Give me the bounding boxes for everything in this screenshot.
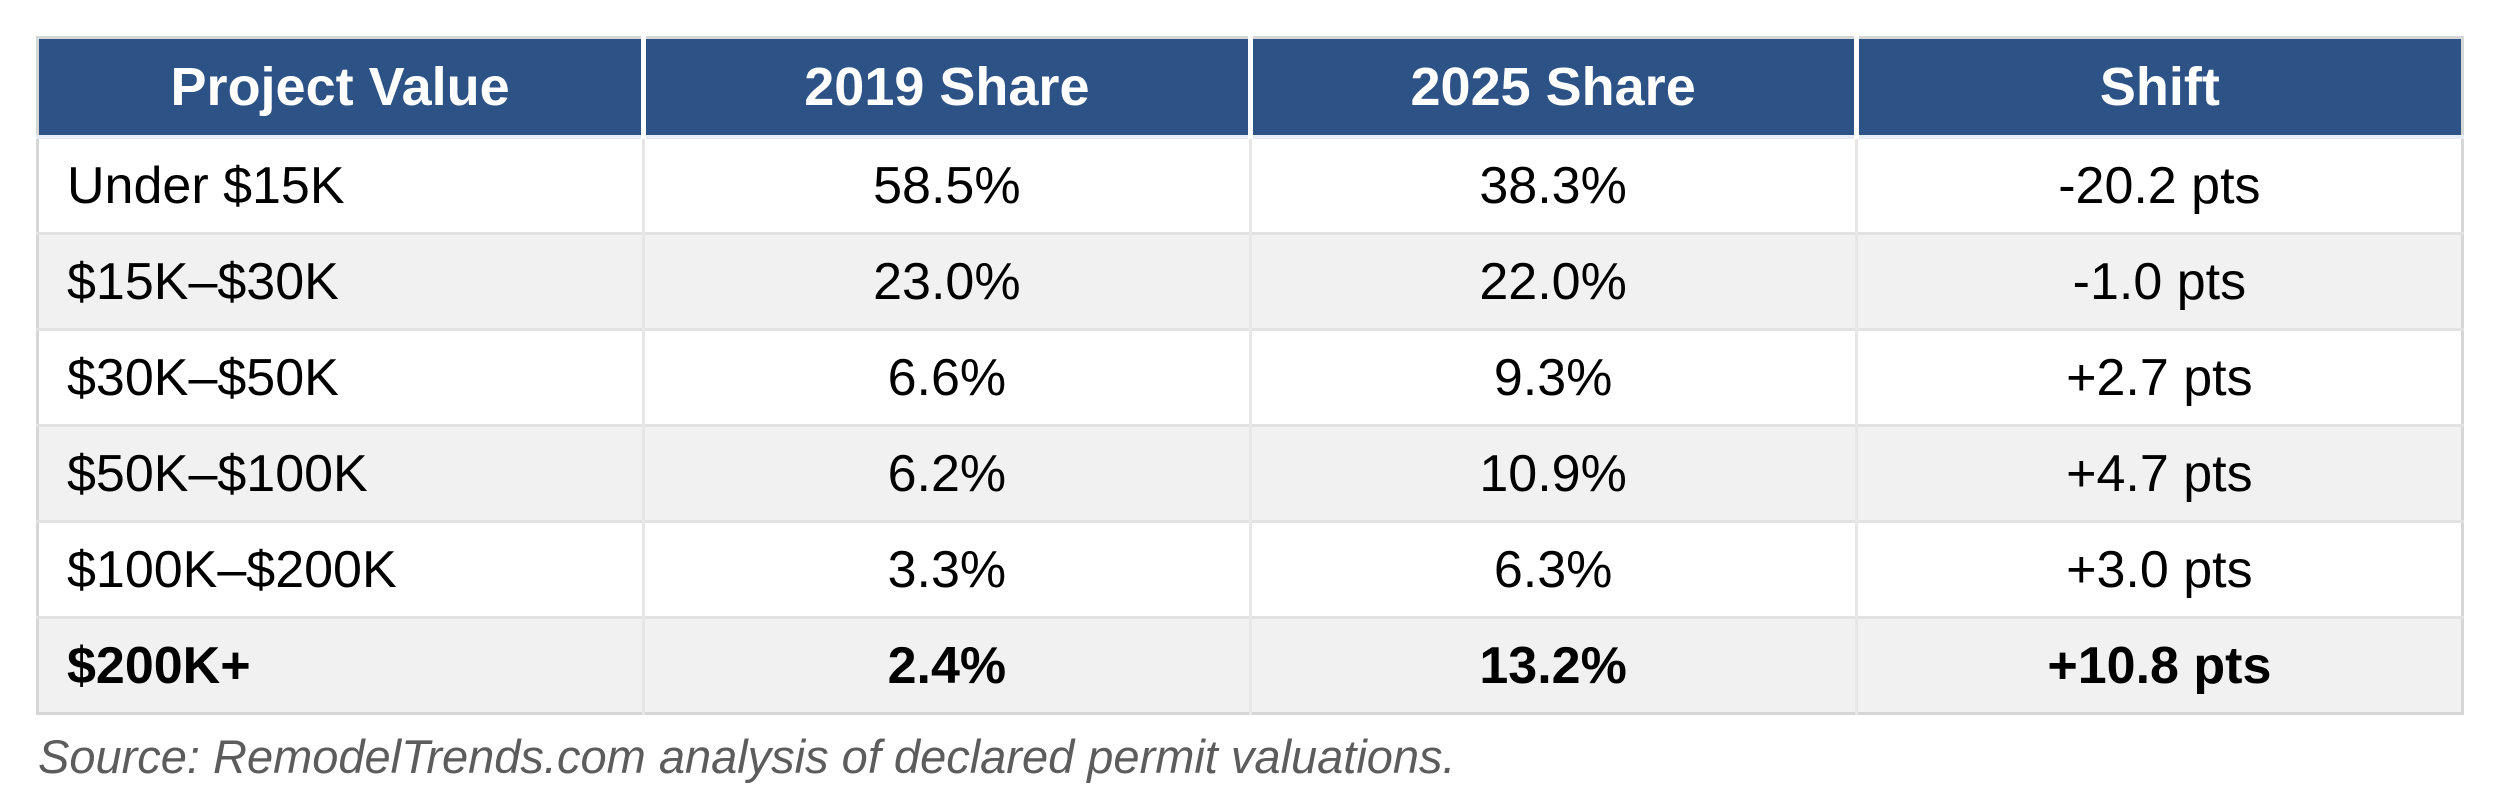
cell-shift: -20.2 pts — [1854, 137, 2463, 234]
cell-project-value: $200K+ — [37, 616, 644, 714]
cell-project-value: $30K–$50K — [37, 328, 644, 426]
cell-shift: +4.7 pts — [1854, 424, 2463, 522]
cell-project-value: $100K–$200K — [37, 520, 644, 618]
cell-2025-share: 38.3% — [1248, 137, 1857, 234]
cell-project-value: $50K–$100K — [37, 424, 644, 522]
cell-2025-share: 13.2% — [1248, 616, 1857, 714]
cell-shift: +10.8 pts — [1854, 616, 2463, 714]
cell-2019-share: 6.6% — [642, 328, 1250, 426]
column-header-2019-share: 2019 Share — [641, 37, 1250, 139]
table-row: $30K–$50K 6.6% 9.3% +2.7 pts — [37, 328, 2463, 426]
cell-project-value: $15K–$30K — [37, 232, 644, 330]
table-row-total-emphasis: $200K+ 2.4% 13.2% +10.8 pts — [37, 616, 2463, 714]
table-row: $100K–$200K 3.3% 6.3% +3.0 pts — [37, 520, 2463, 618]
table-row: $15K–$30K 23.0% 22.0% -1.0 pts — [37, 232, 2463, 330]
header-row: Project Value 2019 Share 2025 Share Shif… — [37, 37, 2463, 139]
cell-2025-share: 9.3% — [1248, 328, 1857, 426]
column-header-project-value: Project Value — [37, 37, 644, 139]
column-header-shift: Shift — [1853, 37, 2463, 139]
cell-shift: -1.0 pts — [1854, 232, 2463, 330]
cell-shift: +2.7 pts — [1854, 328, 2463, 426]
source-note: Source: RemodelTrends.com analysis of de… — [38, 730, 1456, 783]
cell-shift: +3.0 pts — [1854, 520, 2463, 618]
project-value-share-table: Project Value 2019 Share 2025 Share Shif… — [36, 36, 2464, 715]
cell-2025-share: 22.0% — [1248, 232, 1857, 330]
cell-2019-share: 58.5% — [642, 137, 1250, 234]
cell-2019-share: 6.2% — [642, 424, 1250, 522]
column-header-2025-share: 2025 Share — [1247, 37, 1857, 139]
cell-2025-share: 6.3% — [1248, 520, 1857, 618]
cell-2019-share: 23.0% — [642, 232, 1250, 330]
cell-2025-share: 10.9% — [1248, 424, 1857, 522]
cell-2019-share: 2.4% — [642, 616, 1250, 714]
cell-2019-share: 3.3% — [642, 520, 1250, 618]
cell-project-value: Under $15K — [37, 137, 644, 234]
table-row: Under $15K 58.5% 38.3% -20.2 pts — [37, 137, 2463, 234]
table-row: $50K–$100K 6.2% 10.9% +4.7 pts — [37, 424, 2463, 522]
